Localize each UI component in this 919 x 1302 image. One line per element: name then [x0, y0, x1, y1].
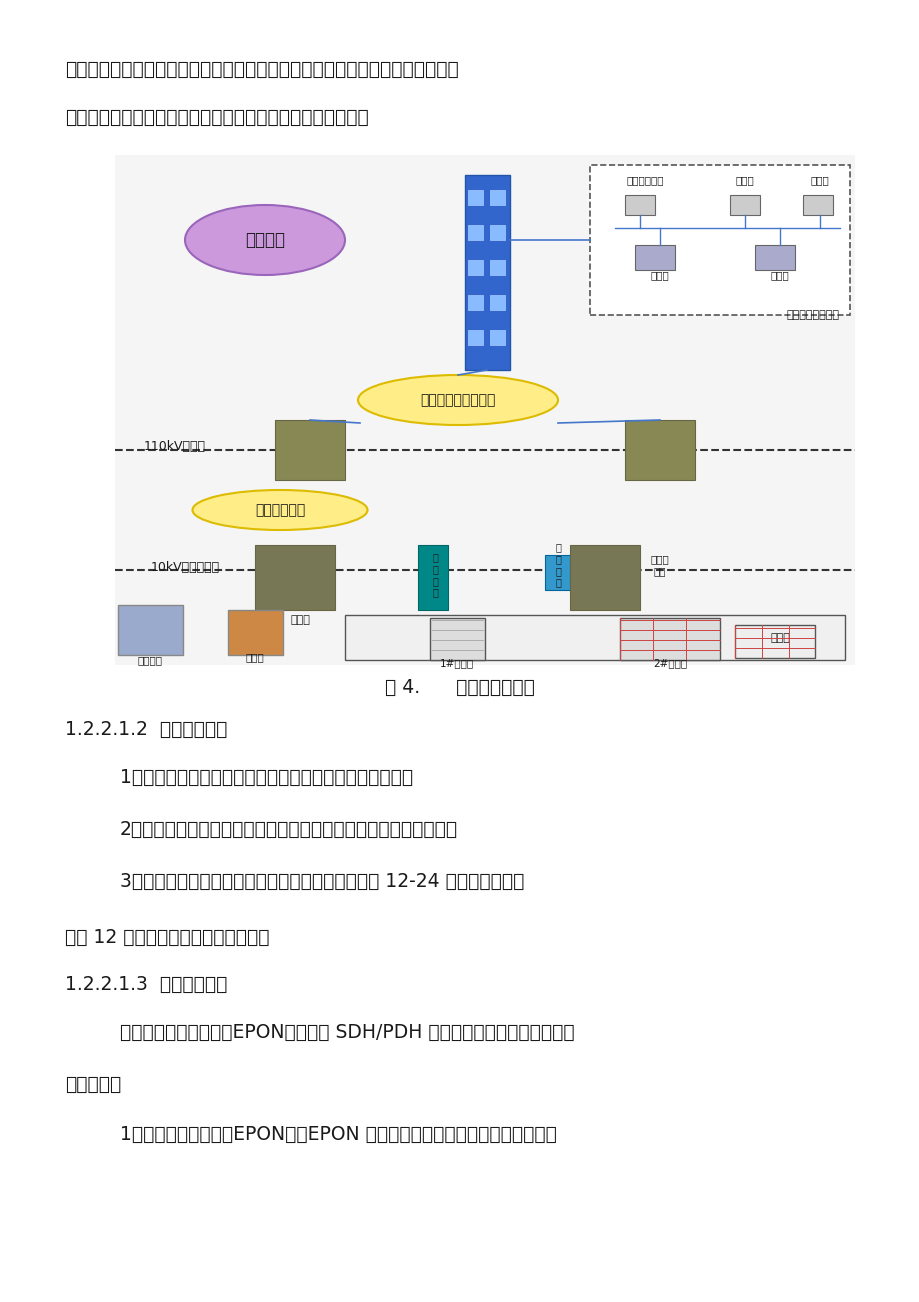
Text: 图 4.      光纤组网示意图: 图 4. 光纤组网示意图 [385, 678, 534, 697]
Bar [589, 165, 849, 315]
FancyBboxPatch shape [624, 195, 654, 215]
Text: 110kV变电站: 110kV变电站 [144, 440, 206, 453]
Text: 小区用户: 小区用户 [137, 655, 163, 665]
Text: 前置机: 前置机 [650, 270, 669, 280]
Text: 数据库服务器: 数据库服务器 [626, 174, 663, 185]
Text: 远程抄表管理平台: 远程抄表管理平台 [786, 310, 839, 320]
Text: 配
变
总
表: 配 变 总 表 [432, 552, 437, 598]
Bar [468, 260, 482, 275]
Bar [734, 625, 814, 658]
FancyBboxPatch shape [634, 245, 675, 270]
FancyBboxPatch shape [729, 195, 759, 215]
Bar [417, 546, 448, 611]
Text: 2．对于具备电力管道路径情况，同路由敷设电力非金属阻燃光缆；: 2．对于具备电力管道路径情况，同路由敷设电力非金属阻燃光缆； [119, 820, 458, 838]
FancyBboxPatch shape [754, 245, 794, 270]
Bar [490, 260, 505, 275]
Bar [570, 546, 640, 611]
Text: 少于 12 芯，光纤类型优先选用单模。: 少于 12 芯，光纤类型优先选用单模。 [65, 928, 269, 947]
Text: 电力公司: 电力公司 [244, 230, 285, 249]
Bar [468, 296, 482, 310]
Text: 2#居民楼: 2#居民楼 [652, 658, 686, 668]
Bar [624, 421, 694, 480]
Text: 大用户: 大用户 [769, 633, 789, 643]
Text: 打印机: 打印机 [810, 174, 828, 185]
Text: 1#居民楼: 1#居民楼 [439, 658, 473, 668]
Text: 大用户
专变: 大用户 专变 [650, 555, 669, 575]
Bar [468, 225, 482, 240]
Text: 电力主干光纤通信网: 电力主干光纤通信网 [420, 393, 495, 408]
Text: 工作站: 工作站 [735, 174, 754, 185]
Ellipse shape [357, 375, 558, 424]
Text: 三种类型。: 三种类型。 [65, 1075, 121, 1094]
Bar [429, 618, 484, 660]
Text: 分为以太无源光网络（EPON），传统 SDH/PDH 混合组网和光调制解调器组网: 分为以太无源光网络（EPON），传统 SDH/PDH 混合组网和光调制解调器组网 [119, 1023, 574, 1042]
Bar [345, 615, 844, 660]
Bar [490, 329, 505, 345]
Bar [544, 555, 570, 590]
Text: 1．对于架空线路，同杆塔敷设自承式或复合式特种光缆；: 1．对于架空线路，同杆塔敷设自承式或复合式特种光缆； [119, 768, 413, 786]
Text: 统一接入，由上级变电站通信节点上传至供电公司数据中心。: 统一接入，由上级变电站通信节点上传至供电公司数据中心。 [65, 108, 369, 128]
Text: 小区内: 小区内 [289, 615, 310, 625]
Text: 1.2.2.1.3  光纤组网方案: 1.2.2.1.3 光纤组网方案 [65, 975, 227, 993]
FancyBboxPatch shape [802, 195, 832, 215]
Ellipse shape [185, 204, 345, 275]
Bar [490, 225, 505, 240]
Bar [275, 421, 345, 480]
Text: 1.2.2.1.2  光缆建设方案: 1.2.2.1.2 光缆建设方案 [65, 720, 227, 740]
Bar [490, 190, 505, 204]
Text: 特建光纤网络: 特建光纤网络 [255, 503, 305, 517]
Bar [619, 618, 720, 660]
Text: 1．以太无源光网络（EPON）：EPON 是一种新型的光纤接入网技术，它采用: 1．以太无源光网络（EPON）：EPON 是一种新型的光纤接入网技术，它采用 [119, 1125, 556, 1144]
Text: 3．光缆芯数与模式选择，根据线路台区数量可选择 12-24 芯光缆，但不得: 3．光缆芯数与模式选择，根据线路台区数量可选择 12-24 芯光缆，但不得 [119, 872, 524, 891]
Ellipse shape [192, 490, 367, 530]
Bar [228, 611, 283, 655]
Bar [468, 329, 482, 345]
Bar [468, 190, 482, 204]
Text: 前置机: 前置机 [770, 270, 789, 280]
Bar [490, 296, 505, 310]
Text: 10kV配电变压器: 10kV配电变压器 [151, 560, 220, 573]
Text: 大用户: 大用户 [245, 652, 264, 661]
Bar [464, 174, 509, 370]
Bar [118, 605, 183, 655]
Text: 大
用
户
表: 大 用 户 表 [554, 543, 561, 587]
Bar [255, 546, 335, 611]
FancyBboxPatch shape [115, 155, 854, 665]
Text: 区，形成光纤通信专网。业务流向为将低压侧业务，如居民用电信息和商业用户: 区，形成光纤通信专网。业务流向为将低压侧业务，如居民用电信息和商业用户 [65, 60, 459, 79]
